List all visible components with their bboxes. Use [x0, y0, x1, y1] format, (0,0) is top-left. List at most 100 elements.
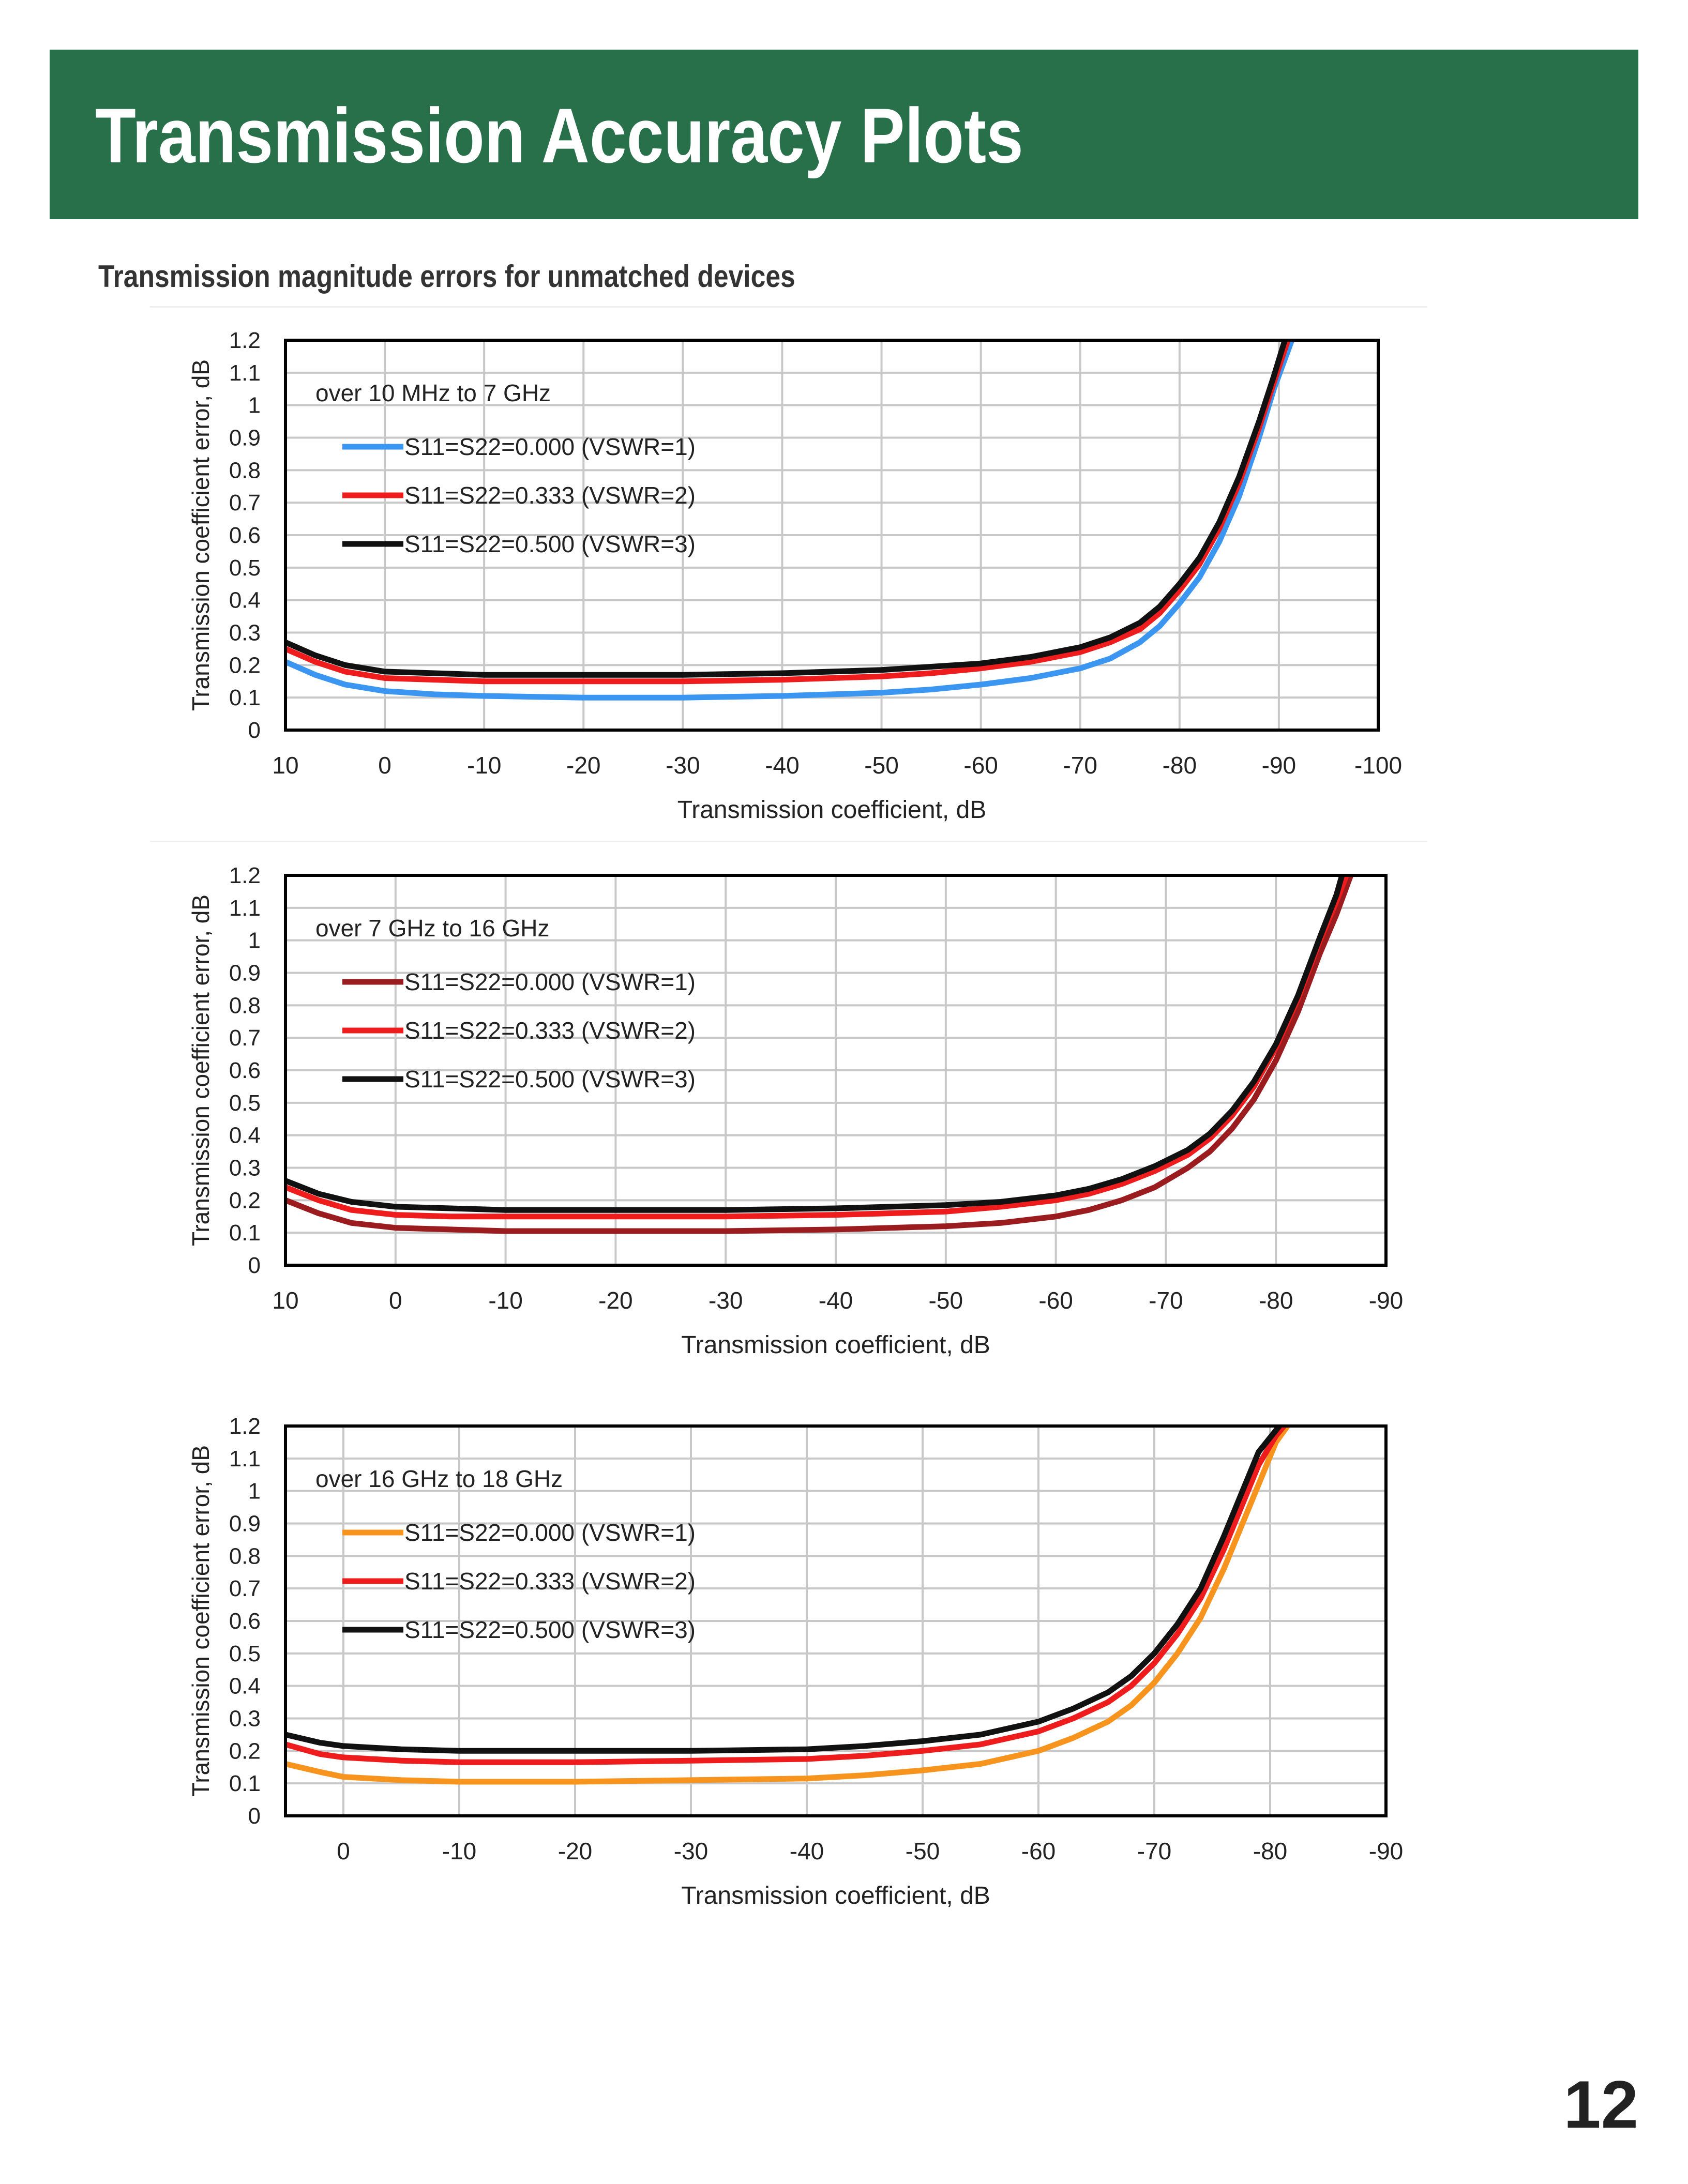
y-tick-label: 1.1 — [229, 360, 261, 386]
x-tick-label: -90 — [1369, 1287, 1403, 1314]
y-tick-label: 1 — [248, 928, 261, 953]
chart-10mhz-7ghz: 0 0.1 0.2 0.3 0.4 0.5 0.6 0.7 0.8 0.9 1 1.1 1.2 10 0 -1… — [187, 328, 1402, 824]
y-tick-label: 0.7 — [229, 1025, 261, 1051]
x-tick-label: -70 — [1137, 1838, 1171, 1864]
y-tick-label: 0.6 — [229, 1609, 261, 1634]
y-tick-label: 0.2 — [229, 653, 261, 678]
x-tick-label: -20 — [558, 1838, 592, 1864]
y-tick-label: 0.2 — [229, 1738, 261, 1764]
legend-entry-2: S11=S22=0.333 (VSWR=2) — [404, 482, 696, 509]
x-tick-label: 0 — [389, 1287, 402, 1314]
legend-entry-1: S11=S22=0.000 (VSWR=1) — [404, 968, 696, 995]
y-tick-label: 0.7 — [229, 490, 261, 515]
x-tick-label: -50 — [864, 752, 898, 779]
y-tick-label: 0.5 — [229, 1641, 261, 1666]
x-tick-label: -50 — [929, 1287, 963, 1314]
y-tick-label: 0.6 — [229, 523, 261, 548]
y-tick-label: 0.9 — [229, 1511, 261, 1537]
x-tick-label: -60 — [1038, 1287, 1073, 1314]
chart-16ghz-18ghz: 0 0.1 0.2 0.3 0.4 0.5 0.6 0.7 0.8 0.9 1 1.1 1.2 0 -10 -… — [187, 1414, 1403, 1909]
y-tick-label: 1.2 — [229, 328, 261, 353]
chart-annotation: over 10 MHz to 7 GHz — [315, 380, 551, 406]
x-tick-label: -10 — [442, 1838, 476, 1864]
x-tick-label: -50 — [906, 1838, 940, 1864]
y-tick-label: 0 — [248, 1253, 261, 1278]
x-tick-label: 0 — [337, 1838, 350, 1864]
x-axis-label: Transmission coefficient, dB — [681, 1331, 990, 1359]
series-line-2 — [285, 340, 1291, 685]
y-axis-label: Transmission coefficient error, dB — [187, 1445, 214, 1797]
y-tick-label: 0.9 — [229, 961, 261, 986]
y-tick-label: 0.1 — [229, 685, 261, 710]
chart-annotation: over 7 GHz to 16 GHz — [315, 915, 550, 942]
x-tick-label: -60 — [963, 752, 998, 779]
x-tick-label: -10 — [467, 752, 501, 779]
y-tick-label: 0.9 — [229, 426, 261, 451]
series-line-3 — [285, 340, 1288, 678]
y-tick-label: 1 — [248, 1479, 261, 1504]
x-tick-label: -30 — [674, 1838, 708, 1864]
y-tick-label: 0.8 — [229, 993, 261, 1018]
x-tick-label: -80 — [1259, 1287, 1293, 1314]
y-tick-label: 0.8 — [229, 458, 261, 483]
legend-entry-2: S11=S22=0.333 (VSWR=2) — [404, 1017, 696, 1044]
plot-frame — [284, 1424, 1388, 1817]
section-subtitle: Transmission magnitude errors for unmatc… — [98, 259, 795, 294]
series-line-1 — [285, 1426, 1291, 1785]
page-title: Transmission Accuracy Plots — [95, 92, 1023, 179]
x-tick-label: -90 — [1262, 752, 1296, 779]
legend-entry-2: S11=S22=0.333 (VSWR=2) — [404, 1568, 696, 1595]
y-tick-label: 0 — [248, 1803, 261, 1829]
title-banner: Transmission Accuracy Plots — [50, 50, 1638, 219]
y-tick-label: 0.1 — [229, 1220, 261, 1246]
x-tick-label: -10 — [488, 1287, 522, 1314]
y-tick-label: 1 — [248, 393, 261, 418]
y-tick-label: 0.6 — [229, 1058, 261, 1083]
series-line-3 — [285, 1426, 1283, 1754]
series-line-3 — [285, 875, 1345, 1213]
legend-entry-1: S11=S22=0.000 (VSWR=1) — [404, 1519, 696, 1546]
y-tick-label: 0.5 — [229, 555, 261, 581]
x-tick-label: 0 — [378, 752, 391, 779]
series-line-1 — [285, 875, 1354, 1234]
y-tick-label: 1.1 — [229, 896, 261, 921]
y-tick-label: 0.3 — [229, 620, 261, 646]
x-tick-label: -80 — [1163, 752, 1197, 779]
x-tick-label: -60 — [1021, 1838, 1056, 1864]
y-tick-label: 1.2 — [229, 863, 261, 888]
divider — [150, 841, 1427, 842]
y-tick-label: 0.5 — [229, 1090, 261, 1116]
legend-entry-3: S11=S22=0.500 (VSWR=3) — [404, 1616, 696, 1643]
y-tick-label: 0.7 — [229, 1576, 261, 1601]
legend-entry-1: S11=S22=0.000 (VSWR=1) — [404, 433, 696, 460]
x-tick-label: -40 — [790, 1838, 824, 1864]
x-axis-label: Transmission coefficient, dB — [677, 796, 987, 824]
divider — [150, 306, 1427, 308]
x-tick-label: -20 — [566, 752, 600, 779]
y-tick-label: 0.4 — [229, 1123, 261, 1148]
y-axis-label: Transmission coefficient error, dB — [187, 359, 214, 711]
x-tick-label: -30 — [709, 1287, 743, 1314]
y-tick-label: 0 — [248, 718, 261, 743]
x-tick-label: 10 — [272, 1287, 298, 1314]
x-tick-label: -70 — [1063, 752, 1097, 779]
x-tick-label: -80 — [1253, 1838, 1287, 1864]
series-line-1 — [285, 340, 1295, 701]
legend-entry-3: S11=S22=0.500 (VSWR=3) — [404, 1066, 696, 1093]
x-tick-label: -70 — [1149, 1287, 1183, 1314]
x-tick-label: -40 — [819, 1287, 853, 1314]
chart-7ghz-16ghz: 0 0.1 0.2 0.3 0.4 0.5 0.6 0.7 0.8 0.9 1 1.1 1.2 10 0 -1… — [187, 863, 1403, 1359]
plot-frame — [284, 339, 1380, 732]
y-tick-label: 0.3 — [229, 1706, 261, 1732]
y-tick-label: 1.2 — [229, 1414, 261, 1439]
x-axis-label: Transmission coefficient, dB — [681, 1882, 990, 1909]
x-tick-label: -20 — [598, 1287, 632, 1314]
y-tick-label: 1.1 — [229, 1446, 261, 1472]
y-tick-label: 0.4 — [229, 588, 261, 613]
x-tick-label: -40 — [765, 752, 799, 779]
y-tick-label: 0.2 — [229, 1188, 261, 1213]
y-tick-label: 0.8 — [229, 1543, 261, 1569]
page-number: 12 — [1563, 2067, 1638, 2142]
x-tick-label: 10 — [272, 752, 298, 779]
y-axis-label: Transmission coefficient error, dB — [187, 894, 214, 1246]
